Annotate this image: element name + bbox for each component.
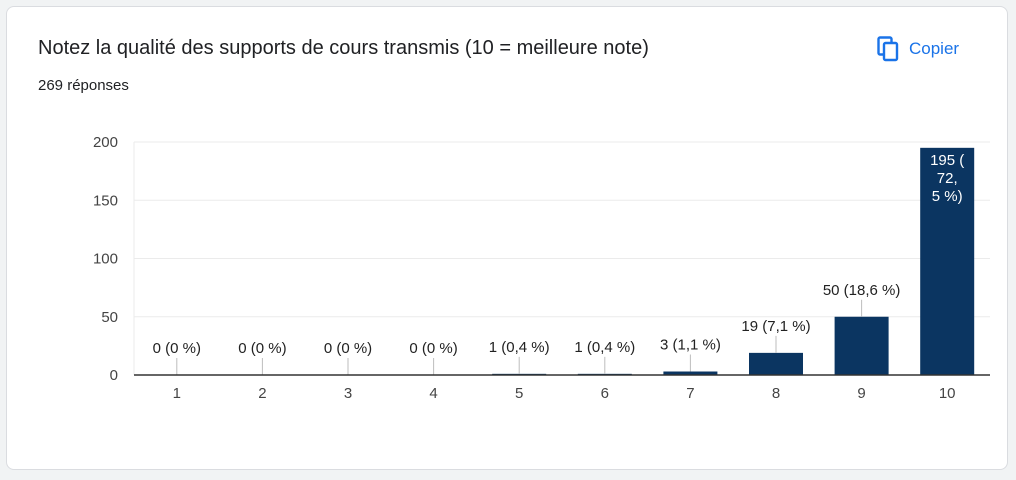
data-label: 1 (0,4 %) xyxy=(489,339,550,356)
copy-icon xyxy=(877,36,899,62)
y-tick-label: 200 xyxy=(93,134,118,151)
data-label: 0 (0 %) xyxy=(238,340,286,357)
x-tick-label: 5 xyxy=(515,385,523,402)
x-tick-label: 6 xyxy=(601,385,609,402)
x-tick-label: 10 xyxy=(939,385,956,402)
x-tick-label: 3 xyxy=(344,385,352,402)
bar xyxy=(834,316,889,375)
chart-card: Notez la qualité des supports de cours t… xyxy=(6,6,1008,470)
x-tick-label: 2 xyxy=(258,385,266,402)
x-tick-label: 9 xyxy=(857,385,865,402)
question-title: Notez la qualité des supports de cours t… xyxy=(38,37,649,59)
data-label: 0 (0 %) xyxy=(153,340,201,357)
y-tick-label: 0 xyxy=(110,367,118,384)
copy-label: Copier xyxy=(909,39,960,58)
bar xyxy=(920,147,975,375)
data-label: 195 (72, 5 %) xyxy=(930,152,964,205)
y-tick-label: 100 xyxy=(93,251,118,268)
data-label: 3 (1,1 %) xyxy=(660,337,721,354)
data-label: 1 (0,4 %) xyxy=(574,339,635,356)
copy-button[interactable]: Copier xyxy=(867,31,969,67)
response-count: 269 réponses xyxy=(38,77,129,94)
bar xyxy=(749,352,803,375)
y-tick-label: 50 xyxy=(101,309,118,326)
data-label: 0 (0 %) xyxy=(409,340,457,357)
data-label: 50 (18,6 %) xyxy=(823,282,901,299)
x-tick-label: 4 xyxy=(429,385,437,402)
x-tick-label: 1 xyxy=(173,385,181,402)
x-tick-label: 8 xyxy=(772,385,780,402)
y-tick-label: 150 xyxy=(93,192,118,209)
x-tick-label: 7 xyxy=(686,385,694,402)
data-label: 19 (7,1 %) xyxy=(741,318,810,335)
bar xyxy=(663,371,718,375)
data-label: 0 (0 %) xyxy=(324,340,372,357)
